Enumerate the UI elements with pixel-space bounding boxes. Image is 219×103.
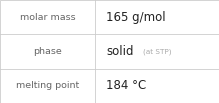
Text: solid: solid [106,45,134,58]
Text: 165 g/mol: 165 g/mol [106,11,166,24]
Text: melting point: melting point [16,81,79,90]
Text: 184 °C: 184 °C [106,79,147,92]
Text: phase: phase [33,47,62,56]
Text: molar mass: molar mass [20,13,75,22]
Text: (at STP): (at STP) [143,48,171,55]
